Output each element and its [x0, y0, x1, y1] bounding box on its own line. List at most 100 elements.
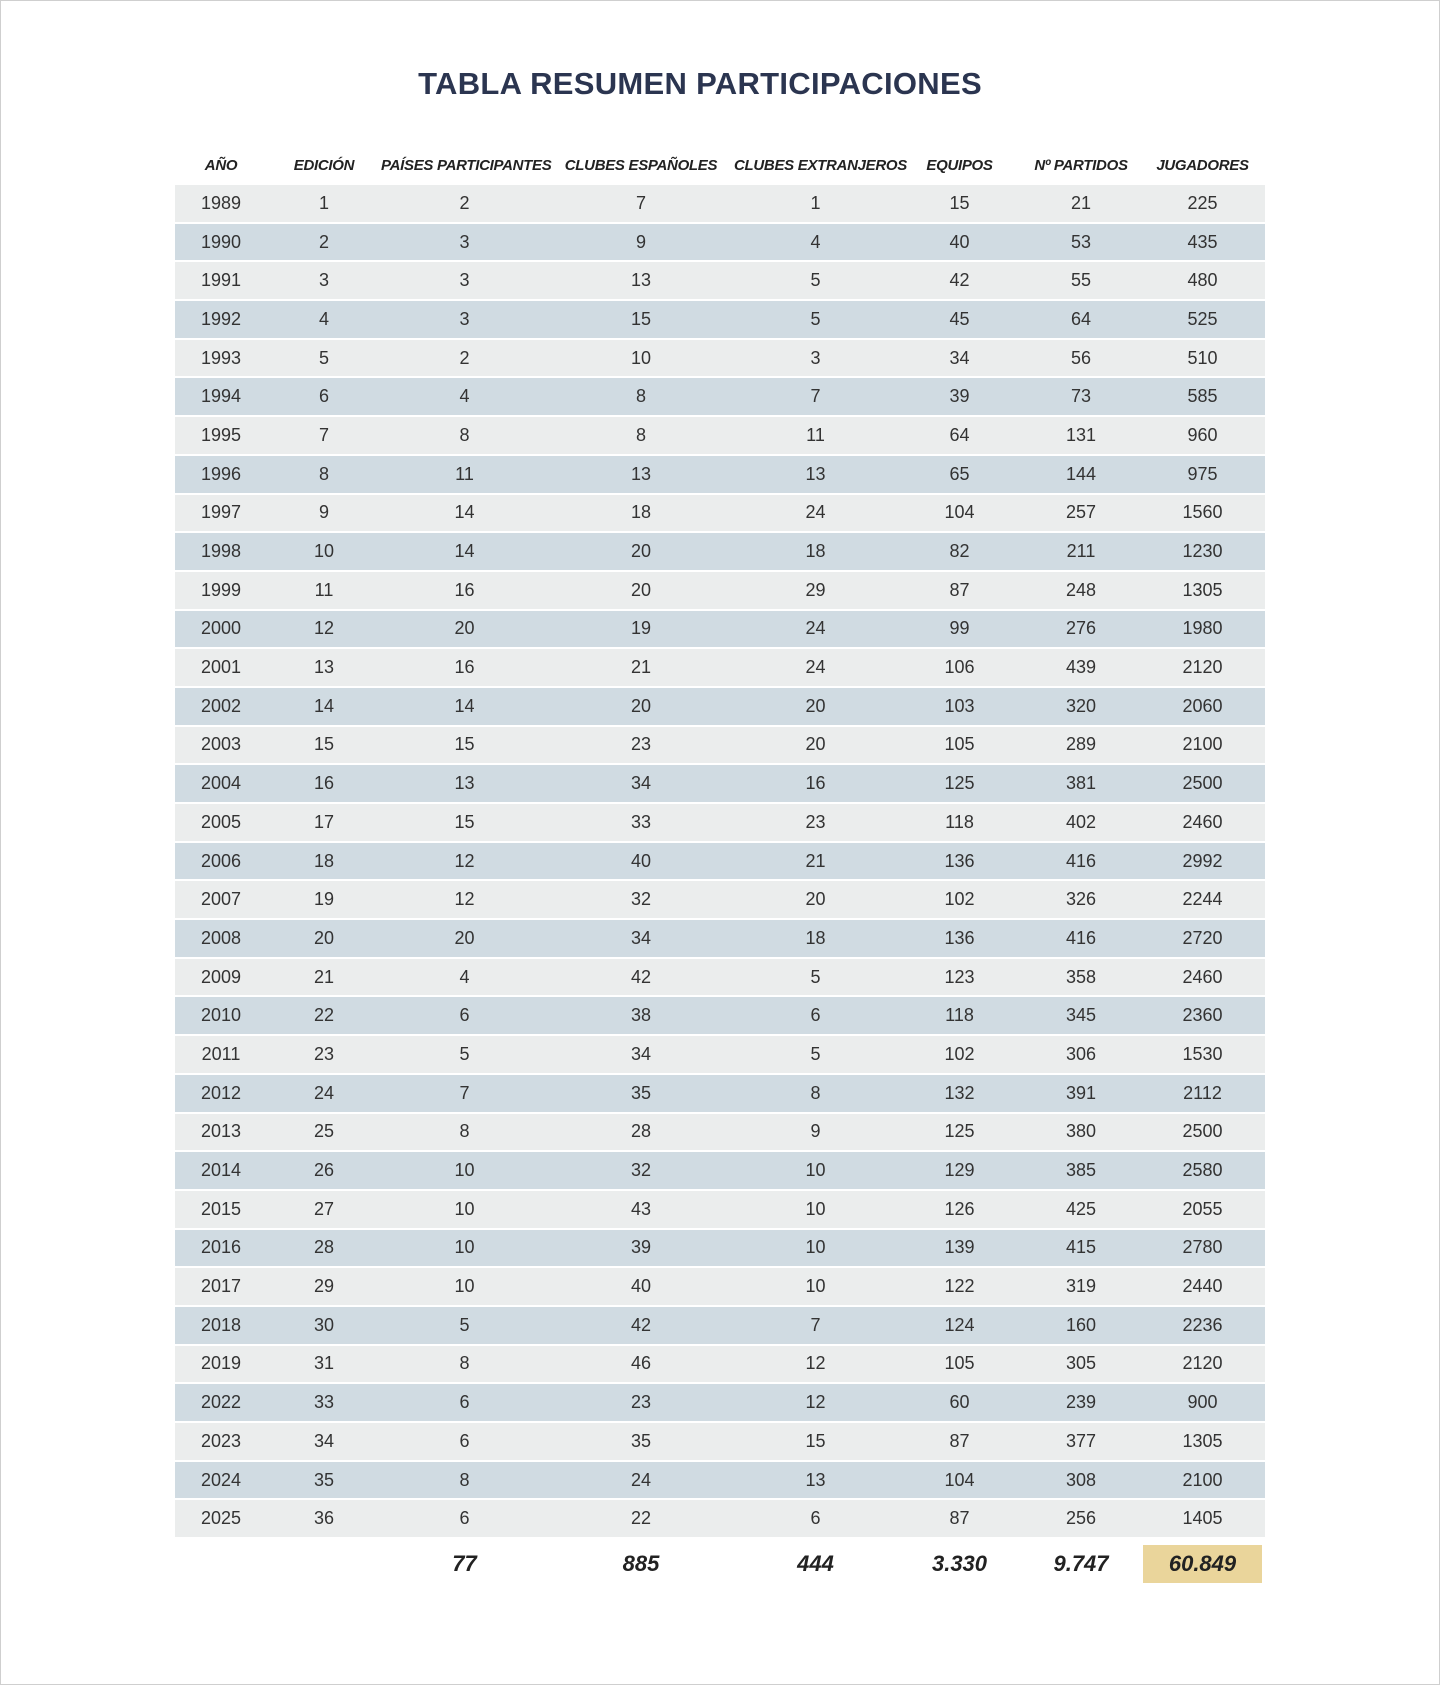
table-cell: 35	[548, 1423, 734, 1460]
table-cell: 5	[734, 1036, 897, 1073]
table-cell: 39	[548, 1229, 734, 1267]
table-cell: 1996	[175, 455, 267, 493]
table-cell: 99	[897, 610, 1022, 648]
table-row: 1991 3 3 13 5 42 55 480	[175, 262, 1265, 300]
table-cell: 2580	[1140, 1152, 1265, 1189]
table-row: 2001 13 16 21 24 106 439 2120	[175, 649, 1265, 686]
table-cell: 20	[381, 920, 548, 957]
table-cell: 55	[1022, 262, 1140, 300]
table-cell: 402	[1022, 804, 1140, 841]
table-cell: 2055	[1140, 1190, 1265, 1228]
table-cell: 139	[897, 1229, 1022, 1267]
total-cell: 885	[548, 1539, 734, 1590]
table-cell: 24	[267, 1074, 381, 1112]
table-cell: 42	[548, 958, 734, 996]
table-cell: 33	[267, 1384, 381, 1421]
table-cell: 2011	[175, 1036, 267, 1073]
table-cell: 45	[897, 301, 1022, 338]
table-cell: 118	[897, 997, 1022, 1035]
table-row: 2025 36 6 22 6 87 256 1405	[175, 1500, 1265, 1538]
table-cell: 15	[381, 726, 548, 764]
table-cell: 18	[548, 494, 734, 532]
table-cell: 1405	[1140, 1500, 1265, 1538]
table-cell: 10	[267, 533, 381, 570]
table-cell: 12	[734, 1384, 897, 1421]
table-cell: 22	[267, 997, 381, 1035]
table-cell: 24	[548, 1461, 734, 1499]
table-row: 2010 22 6 38 6 118 345 2360	[175, 997, 1265, 1035]
table-cell: 18	[267, 842, 381, 880]
table-cell: 2001	[175, 649, 267, 686]
table-cell: 16	[734, 765, 897, 802]
table-cell: 2007	[175, 881, 267, 919]
table-cell: 15	[267, 726, 381, 764]
table-cell: 2013	[175, 1113, 267, 1151]
table-cell: 13	[548, 455, 734, 493]
table-cell: 2	[381, 339, 548, 377]
table-cell: 7	[734, 378, 897, 416]
table-cell: 225	[1140, 185, 1265, 222]
table-cell: 320	[1022, 687, 1140, 725]
table-cell: 8	[381, 1113, 548, 1151]
table-cell: 60	[897, 1384, 1022, 1421]
table-cell: 2019	[175, 1345, 267, 1383]
table-cell: 20	[548, 571, 734, 609]
table-row: 2009 21 4 42 5 123 358 2460	[175, 958, 1265, 996]
table-cell: 585	[1140, 378, 1265, 416]
table-cell: 20	[734, 726, 897, 764]
table-cell: 136	[897, 920, 1022, 957]
table-cell: 103	[897, 687, 1022, 725]
table-cell: 326	[1022, 881, 1140, 919]
total-cell: 444	[734, 1539, 897, 1590]
table-cell: 3	[267, 262, 381, 300]
table-cell: 29	[267, 1268, 381, 1305]
table-cell: 1998	[175, 533, 267, 570]
table-cell: 1530	[1140, 1036, 1265, 1073]
table-row: 1998 10 14 20 18 82 211 1230	[175, 533, 1265, 570]
table-cell: 2100	[1140, 726, 1265, 764]
table-cell: 3	[381, 262, 548, 300]
table-cell: 20	[734, 687, 897, 725]
table-cell: 2460	[1140, 804, 1265, 841]
table-cell: 5	[734, 301, 897, 338]
table-cell: 8	[267, 455, 381, 493]
table-cell: 20	[548, 687, 734, 725]
table-row: 2018 30 5 42 7 124 160 2236	[175, 1306, 1265, 1344]
table-cell: 308	[1022, 1461, 1140, 1499]
table-cell: 34	[897, 339, 1022, 377]
table-cell: 126	[897, 1190, 1022, 1228]
table-cell: 415	[1022, 1229, 1140, 1267]
table-cell: 4	[267, 301, 381, 338]
table-cell: 13	[548, 262, 734, 300]
table-cell: 2016	[175, 1229, 267, 1267]
table-cell: 73	[1022, 378, 1140, 416]
table-cell: 12	[267, 610, 381, 648]
table-row: 1989 1 2 7 1 15 21 225	[175, 185, 1265, 222]
table-cell: 5	[381, 1306, 548, 1344]
table-row: 1997 9 14 18 24 104 257 1560	[175, 494, 1265, 532]
table-cell: 17	[267, 804, 381, 841]
table-cell: 289	[1022, 726, 1140, 764]
table-row: 1990 2 3 9 4 40 53 435	[175, 223, 1265, 261]
table-cell: 27	[267, 1190, 381, 1228]
column-header: AÑO	[204, 156, 238, 174]
table-cell: 10	[381, 1268, 548, 1305]
table-cell: 381	[1022, 765, 1140, 802]
table-cell: 2000	[175, 610, 267, 648]
table-cell: 6	[381, 1500, 548, 1538]
table-cell: 2780	[1140, 1229, 1265, 1267]
table-cell: 975	[1140, 455, 1265, 493]
table-cell: 19	[548, 610, 734, 648]
table-cell: 345	[1022, 997, 1140, 1035]
table-cell: 319	[1022, 1268, 1140, 1305]
table-row: 2003 15 15 23 20 105 289 2100	[175, 726, 1265, 764]
table-cell: 22	[548, 1500, 734, 1538]
table-cell: 131	[1022, 417, 1140, 454]
table-cell: 14	[381, 687, 548, 725]
table-cell: 136	[897, 842, 1022, 880]
table-cell: 10	[734, 1268, 897, 1305]
table-cell: 1	[734, 185, 897, 222]
table-cell: 4	[381, 958, 548, 996]
table-cell: 2005	[175, 804, 267, 841]
table-row: 2016 28 10 39 10 139 415 2780	[175, 1229, 1265, 1267]
